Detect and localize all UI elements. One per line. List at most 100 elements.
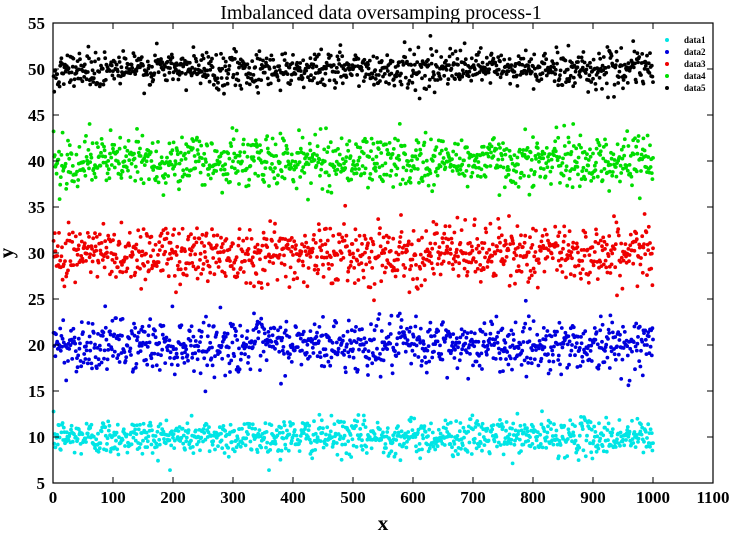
data-point bbox=[172, 446, 177, 450]
data-point bbox=[267, 67, 272, 71]
data-point bbox=[130, 66, 135, 70]
data-point bbox=[236, 442, 241, 447]
data-point bbox=[451, 332, 456, 336]
data-point bbox=[144, 341, 149, 345]
data-point bbox=[511, 241, 516, 246]
data-point bbox=[427, 77, 432, 82]
data-point bbox=[527, 192, 532, 197]
data-point bbox=[588, 147, 592, 152]
data-point bbox=[85, 361, 90, 366]
data-point bbox=[71, 326, 76, 331]
data-point bbox=[597, 75, 602, 80]
data-point bbox=[559, 256, 564, 261]
data-point bbox=[549, 64, 553, 69]
data-point bbox=[78, 359, 83, 363]
data-point bbox=[625, 425, 630, 429]
data-point bbox=[275, 278, 280, 282]
data-point bbox=[97, 343, 102, 348]
data-point bbox=[376, 317, 381, 321]
data-point bbox=[120, 438, 125, 442]
data-point bbox=[630, 437, 635, 441]
data-point bbox=[349, 455, 354, 459]
data-point bbox=[342, 353, 346, 357]
data-point bbox=[123, 444, 127, 448]
data-point bbox=[463, 251, 468, 256]
data-point bbox=[275, 74, 280, 79]
data-point bbox=[590, 456, 595, 461]
data-point bbox=[514, 73, 519, 78]
data-point bbox=[564, 168, 568, 173]
data-point bbox=[421, 436, 426, 441]
data-point bbox=[229, 440, 234, 444]
data-point bbox=[496, 142, 501, 147]
data-point bbox=[223, 429, 228, 433]
data-point bbox=[625, 353, 630, 358]
data-point bbox=[494, 147, 499, 151]
data-point bbox=[556, 258, 561, 263]
data-point bbox=[391, 147, 396, 151]
data-point bbox=[569, 250, 574, 255]
data-point bbox=[480, 330, 485, 334]
data-point bbox=[79, 364, 84, 369]
data-point bbox=[361, 342, 366, 347]
data-point bbox=[232, 166, 237, 171]
data-point bbox=[381, 450, 386, 455]
data-point bbox=[394, 173, 399, 177]
data-point bbox=[197, 236, 202, 241]
data-point bbox=[132, 54, 137, 59]
data-point bbox=[538, 249, 543, 253]
data-point bbox=[423, 430, 428, 434]
data-point bbox=[282, 58, 287, 62]
data-point bbox=[382, 72, 387, 76]
data-point bbox=[255, 144, 259, 149]
data-point bbox=[399, 213, 403, 217]
data-point bbox=[504, 428, 508, 433]
data-point bbox=[400, 250, 405, 255]
data-point bbox=[619, 377, 624, 381]
data-point bbox=[622, 62, 627, 67]
data-point bbox=[591, 57, 596, 62]
data-point bbox=[263, 255, 268, 260]
data-point bbox=[120, 70, 124, 74]
data-point bbox=[359, 65, 364, 70]
data-point bbox=[139, 431, 144, 435]
data-point bbox=[609, 262, 614, 267]
data-point bbox=[625, 168, 630, 173]
data-point bbox=[634, 231, 639, 236]
data-point bbox=[191, 451, 196, 455]
data-point bbox=[180, 56, 185, 61]
data-point bbox=[421, 339, 426, 343]
data-point bbox=[650, 326, 655, 331]
data-point bbox=[268, 448, 273, 452]
data-point bbox=[222, 331, 227, 335]
data-point bbox=[57, 197, 62, 202]
data-point bbox=[157, 248, 162, 253]
data-point bbox=[423, 173, 427, 178]
data-point bbox=[172, 172, 177, 177]
data-point bbox=[574, 146, 579, 151]
data-point bbox=[208, 176, 213, 181]
data-point bbox=[463, 62, 468, 66]
data-point bbox=[522, 173, 526, 178]
data-point bbox=[595, 434, 600, 439]
data-point bbox=[184, 273, 189, 278]
data-point bbox=[150, 266, 154, 271]
data-point bbox=[97, 70, 102, 74]
data-point bbox=[59, 56, 64, 61]
data-point bbox=[512, 153, 517, 158]
data-point bbox=[501, 349, 506, 354]
data-point bbox=[357, 155, 362, 160]
data-point bbox=[506, 172, 511, 177]
data-point bbox=[211, 233, 216, 238]
data-point bbox=[76, 336, 81, 341]
data-point bbox=[550, 165, 555, 170]
data-point bbox=[495, 340, 500, 345]
data-point bbox=[190, 65, 195, 70]
data-point bbox=[302, 244, 307, 249]
data-point bbox=[141, 181, 146, 186]
data-point bbox=[489, 259, 494, 264]
data-point bbox=[264, 237, 269, 242]
data-point bbox=[610, 320, 615, 325]
data-point bbox=[493, 60, 498, 65]
data-point bbox=[629, 174, 634, 179]
